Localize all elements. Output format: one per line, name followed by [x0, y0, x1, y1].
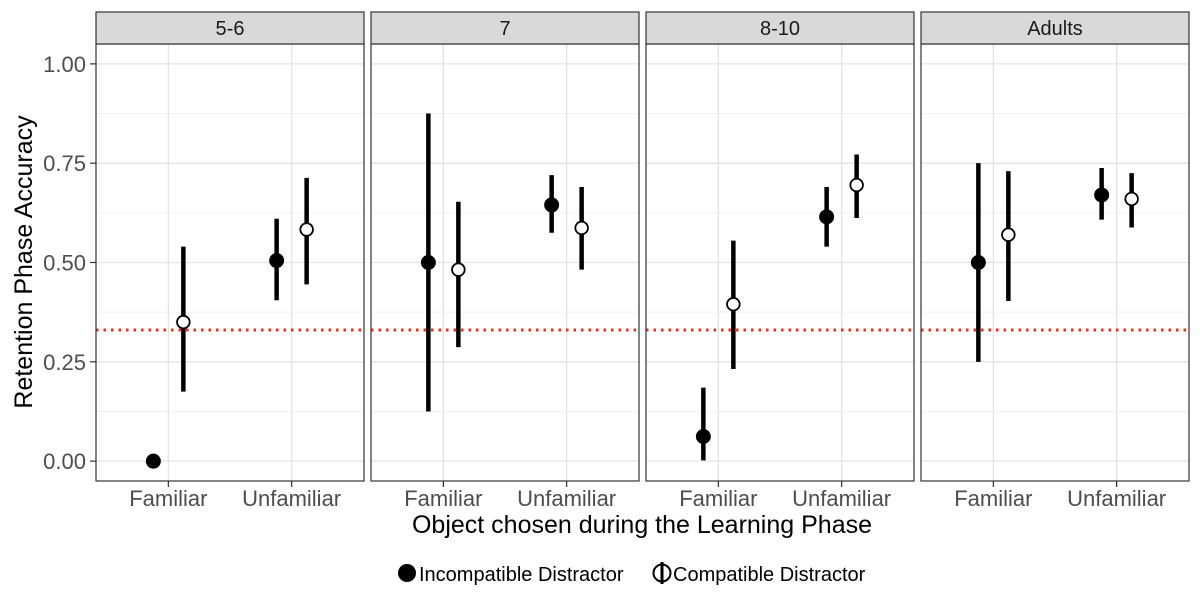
point-compatible: [1001, 227, 1016, 242]
data-point-group: [451, 201, 466, 348]
y-tick-label: 0.50: [43, 251, 86, 276]
data-point-group: [849, 154, 864, 219]
facet-strip: [920, 11, 1190, 45]
data-point-group: [726, 240, 741, 369]
legend-label-compatible: Compatible Distractor: [673, 564, 866, 586]
data-point-group: [269, 218, 285, 301]
point-incompatible: [269, 253, 285, 269]
facet-strip: [645, 11, 915, 45]
facet-strip: [95, 11, 365, 45]
data-point-group: [1094, 167, 1110, 220]
x-tick-label: Familiar: [679, 486, 757, 511]
point-compatible: [574, 220, 589, 236]
point-incompatible: [420, 255, 436, 270]
point-incompatible: [970, 255, 986, 270]
data-point-group: [299, 177, 314, 285]
point-compatible: [451, 262, 466, 277]
x-tick-label: Familiar: [954, 486, 1032, 511]
x-tick-label: Unfamiliar: [792, 486, 891, 511]
data-point-group: [970, 163, 986, 362]
data-point-group: [695, 387, 711, 461]
point-compatible: [726, 297, 741, 312]
point-incompatible: [544, 197, 560, 213]
data-point-group: [1124, 173, 1139, 228]
data-point-group: [145, 453, 161, 469]
legend-key-filled-circle: [398, 564, 416, 582]
x-tick-label: Familiar: [404, 486, 482, 511]
point-compatible: [849, 177, 864, 193]
y-tick-label: 0.00: [43, 449, 86, 474]
facet-label: 5-6: [216, 18, 245, 40]
legend-label-incompatible: Incompatible Distractor: [419, 564, 624, 586]
x-tick-label: Unfamiliar: [1067, 486, 1166, 511]
point-compatible: [176, 314, 191, 330]
point-compatible: [1124, 191, 1139, 207]
data-point-group: [176, 246, 191, 392]
facet-label: 7: [499, 18, 510, 40]
point-incompatible: [145, 453, 161, 469]
x-tick-label: Unfamiliar: [517, 486, 616, 511]
data-point-group: [819, 187, 835, 247]
facet-label: Adults: [1027, 18, 1083, 40]
point-compatible: [299, 222, 314, 237]
y-tick-label: 0.25: [43, 350, 86, 375]
point-incompatible: [695, 429, 711, 445]
facet-strip: [370, 11, 640, 45]
point-incompatible: [819, 209, 835, 225]
x-tick-label: Familiar: [129, 486, 207, 511]
y-axis-title: Retention Phase Accuracy: [10, 115, 38, 409]
data-point-group: [544, 175, 560, 233]
data-point-group: [1001, 171, 1016, 302]
x-axis-title: Object chosen during the Learning Phase: [412, 511, 872, 539]
y-tick-label: 0.75: [43, 151, 86, 176]
data-point-group: [420, 113, 436, 412]
point-incompatible: [1094, 187, 1110, 203]
data-point-group: [574, 187, 589, 270]
y-tick-label: 1.00: [43, 52, 86, 77]
x-tick-label: Unfamiliar: [242, 486, 341, 511]
facet-label: 8-10: [760, 18, 800, 40]
